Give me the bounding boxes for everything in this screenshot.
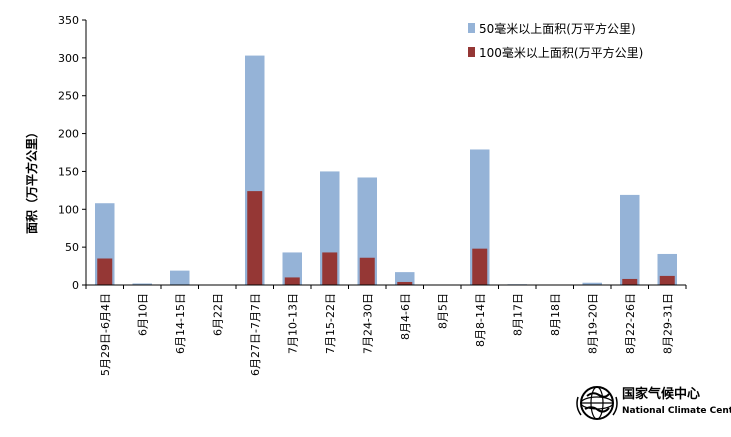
y-tick-label: 300 bbox=[58, 52, 79, 65]
x-tick-label: 6月10日 bbox=[136, 293, 149, 336]
legend-swatch bbox=[468, 47, 475, 57]
bar-100mm bbox=[359, 257, 375, 285]
bar-100mm bbox=[247, 191, 263, 285]
y-tick-label: 100 bbox=[58, 203, 79, 216]
bar-50mm bbox=[282, 252, 302, 285]
bar-100mm bbox=[622, 278, 638, 285]
globe-emblem-icon bbox=[576, 386, 618, 420]
x-tick-label: 8月19-20日 bbox=[586, 293, 599, 354]
logo: 国家气候中心 National Climate Center bbox=[576, 386, 731, 420]
y-tick-label: 150 bbox=[58, 165, 79, 178]
x-tick-label: 5月29日-6月4日 bbox=[99, 293, 112, 376]
bar-50mm bbox=[132, 283, 152, 285]
logo-title: 国家气候中心 bbox=[622, 386, 700, 402]
legend: 50毫米以上面积(万平方公里) 100毫米以上面积(万平方公里) bbox=[468, 21, 643, 60]
bar-100mm bbox=[97, 258, 113, 285]
x-tick-label: 8月17日 bbox=[511, 293, 524, 336]
legend-label: 100毫米以上面积(万平方公里) bbox=[479, 45, 643, 60]
bar-100mm bbox=[472, 248, 488, 285]
x-tick-label: 7月10-13日 bbox=[286, 293, 299, 354]
x-tick-label: 6月14-15日 bbox=[174, 293, 187, 354]
axes: 0 50 100 150 200 250 300 350 5月29日-6月4日 6月10日 6月14… bbox=[58, 14, 687, 376]
y-tick-label: 250 bbox=[58, 90, 79, 103]
bar-50mm bbox=[170, 270, 190, 285]
bar-100mm bbox=[284, 277, 300, 285]
bar-50mm bbox=[620, 194, 640, 285]
bar-100mm bbox=[397, 281, 413, 285]
logo-subtitle: National Climate Center bbox=[622, 406, 731, 416]
x-tick-label: 6月22日 bbox=[211, 293, 224, 336]
x-tick-label: 8月4-6日 bbox=[399, 293, 412, 340]
x-tick-label: 7月24-30日 bbox=[361, 293, 374, 354]
x-tick-label: 8月8-14日 bbox=[474, 293, 487, 347]
x-tick-label: 8月5日 bbox=[436, 293, 449, 329]
y-axis-label: 面积（万平方公里） bbox=[24, 126, 39, 234]
legend-swatch bbox=[468, 23, 475, 33]
y-tick-label: 350 bbox=[58, 14, 79, 27]
legend-label: 50毫米以上面积(万平方公里) bbox=[479, 21, 636, 36]
x-tick-label: 7月15-22日 bbox=[324, 293, 337, 354]
bar-50mm bbox=[582, 282, 602, 285]
bars bbox=[95, 55, 677, 286]
bar-100mm bbox=[659, 275, 675, 285]
bar-50mm bbox=[395, 272, 415, 285]
x-tick-label: 6月27日-7月7日 bbox=[249, 293, 262, 376]
x-tick-label: 8月22-26日 bbox=[624, 293, 637, 354]
y-tick-label: 200 bbox=[58, 128, 79, 141]
x-tick-label: 8月29-31日 bbox=[661, 293, 674, 354]
y-tick-label: 50 bbox=[65, 241, 79, 254]
x-tick-label: 8月18日 bbox=[549, 293, 562, 336]
bar-100mm bbox=[322, 252, 338, 285]
y-tick-label: 0 bbox=[72, 279, 79, 292]
